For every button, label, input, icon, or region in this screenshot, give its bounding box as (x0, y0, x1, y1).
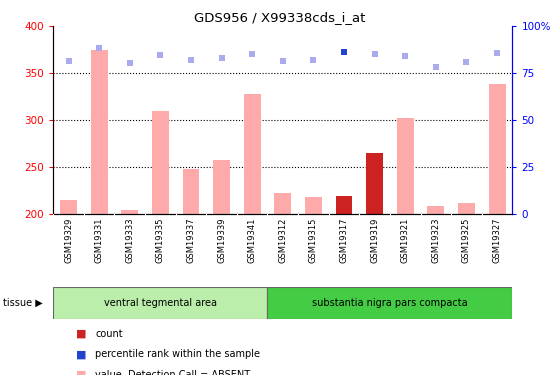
Bar (91, 50, 108, 214)
Text: percentile rank within the sample: percentile rank within the sample (95, 350, 260, 359)
Text: GSM19329: GSM19329 (64, 217, 73, 263)
Bar (427, 206, 444, 214)
Text: count: count (95, 329, 123, 339)
Bar (53, 287, 268, 319)
Bar (244, 94, 260, 214)
Bar (489, 84, 506, 214)
Bar (366, 153, 383, 214)
Bar (305, 197, 322, 214)
Bar (458, 202, 475, 214)
Text: GSM19339: GSM19339 (217, 217, 226, 263)
Bar (152, 111, 169, 214)
Bar (274, 193, 291, 214)
Text: value, Detection Call = ABSENT: value, Detection Call = ABSENT (95, 370, 250, 375)
Text: GSM19331: GSM19331 (95, 217, 104, 263)
Text: ■: ■ (76, 329, 86, 339)
Text: GSM19319: GSM19319 (370, 217, 379, 263)
Text: substantia nigra pars compacta: substantia nigra pars compacta (312, 298, 468, 308)
Text: ■: ■ (76, 350, 86, 359)
Text: GSM19337: GSM19337 (186, 217, 195, 263)
Text: GSM19312: GSM19312 (278, 217, 287, 263)
Text: GSM19317: GSM19317 (339, 217, 348, 263)
Text: GSM19323: GSM19323 (431, 217, 440, 263)
Bar (122, 210, 138, 214)
Text: GSM19315: GSM19315 (309, 217, 318, 263)
Bar (335, 196, 352, 214)
Text: GSM19325: GSM19325 (462, 217, 471, 263)
Text: GDS956 / X99338cds_i_at: GDS956 / X99338cds_i_at (194, 11, 366, 24)
Text: tissue ▶: tissue ▶ (3, 298, 43, 308)
Text: GSM19327: GSM19327 (493, 217, 502, 263)
Text: ■: ■ (76, 370, 86, 375)
Text: GSM19335: GSM19335 (156, 217, 165, 263)
Bar (397, 118, 414, 214)
Bar (60, 200, 77, 214)
Bar (268, 287, 512, 319)
Text: ventral tegmental area: ventral tegmental area (104, 298, 217, 308)
Bar (183, 169, 199, 214)
Text: GSM19341: GSM19341 (248, 217, 256, 263)
Bar (213, 160, 230, 214)
Text: GSM19321: GSM19321 (401, 217, 410, 263)
Text: GSM19333: GSM19333 (125, 217, 134, 263)
